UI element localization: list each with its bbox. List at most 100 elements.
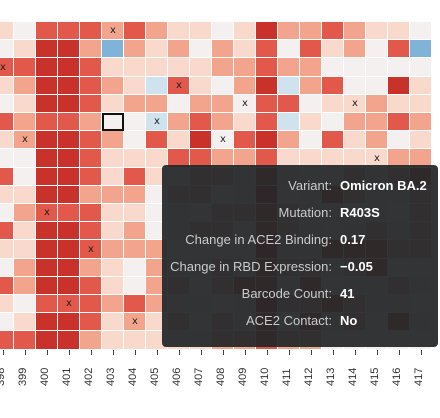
heatmap-cell[interactable] — [36, 313, 58, 332]
heatmap-cell[interactable] — [102, 295, 124, 314]
heatmap-cell[interactable] — [278, 113, 300, 132]
heatmap-cell[interactable] — [190, 40, 212, 59]
heatmap-cell[interactable] — [124, 313, 146, 332]
heatmap-cell[interactable] — [0, 295, 14, 314]
heatmap-cell[interactable] — [168, 113, 190, 132]
heatmap-cell[interactable] — [58, 240, 80, 259]
heatmap-cell[interactable] — [212, 76, 234, 95]
heatmap-cell[interactable] — [146, 131, 168, 150]
heatmap-cell[interactable] — [146, 76, 168, 95]
heatmap-cell[interactable] — [102, 313, 124, 332]
heatmap-cell[interactable] — [36, 167, 58, 186]
heatmap-cell[interactable] — [36, 40, 58, 59]
heatmap-cell[interactable] — [124, 40, 146, 59]
heatmap-cell[interactable] — [80, 131, 102, 150]
heatmap-cell[interactable] — [102, 222, 124, 241]
heatmap-cell[interactable] — [102, 276, 124, 295]
heatmap-cell[interactable] — [190, 58, 212, 77]
heatmap-cell[interactable] — [146, 94, 168, 113]
heatmap-cell[interactable] — [102, 204, 124, 223]
heatmap-cell[interactable] — [80, 22, 102, 41]
heatmap-cell[interactable] — [14, 40, 36, 59]
heatmap-cell[interactable] — [14, 58, 36, 77]
heatmap-cell[interactable] — [14, 258, 36, 277]
heatmap-cell[interactable] — [58, 258, 80, 277]
heatmap-cell[interactable] — [212, 131, 234, 150]
heatmap-cell[interactable] — [0, 167, 14, 186]
heatmap-cell[interactable] — [36, 331, 58, 350]
heatmap-cell[interactable] — [256, 94, 278, 113]
heatmap-cell[interactable] — [344, 113, 366, 132]
heatmap-cell[interactable] — [58, 131, 80, 150]
heatmap-cell[interactable] — [58, 331, 80, 350]
heatmap-cell[interactable] — [58, 76, 80, 95]
heatmap-cell[interactable] — [344, 58, 366, 77]
heatmap-cell[interactable] — [14, 131, 36, 150]
heatmap-cell[interactable] — [14, 295, 36, 314]
heatmap-cell[interactable] — [58, 276, 80, 295]
heatmap-cell[interactable] — [190, 94, 212, 113]
heatmap-cell[interactable] — [36, 222, 58, 241]
heatmap-cell[interactable] — [410, 58, 432, 77]
heatmap-cell[interactable] — [410, 76, 432, 95]
heatmap-cell[interactable] — [146, 40, 168, 59]
heatmap-cell[interactable] — [300, 131, 322, 150]
heatmap-cell[interactable] — [102, 94, 124, 113]
heatmap-cell[interactable] — [366, 22, 388, 41]
heatmap-cell[interactable] — [0, 131, 14, 150]
heatmap-cell[interactable] — [168, 94, 190, 113]
heatmap-cell[interactable] — [36, 22, 58, 41]
heatmap-cell[interactable] — [212, 113, 234, 132]
heatmap-cell[interactable] — [124, 76, 146, 95]
heatmap-cell[interactable] — [36, 240, 58, 259]
heatmap-cell[interactable] — [14, 76, 36, 95]
heatmap-cell[interactable] — [212, 58, 234, 77]
heatmap-cell[interactable] — [322, 76, 344, 95]
heatmap-cell[interactable] — [190, 131, 212, 150]
heatmap-cell[interactable] — [388, 94, 410, 113]
heatmap-cell[interactable] — [388, 113, 410, 132]
heatmap-cell[interactable] — [190, 76, 212, 95]
heatmap-cell[interactable] — [14, 240, 36, 259]
heatmap-cell[interactable] — [14, 22, 36, 41]
heatmap-cell[interactable] — [14, 167, 36, 186]
heatmap-cell[interactable] — [344, 22, 366, 41]
heatmap-cell[interactable] — [0, 149, 14, 168]
heatmap-cell[interactable] — [14, 94, 36, 113]
heatmap-cell[interactable] — [102, 76, 124, 95]
heatmap-cell[interactable] — [124, 240, 146, 259]
heatmap-cell[interactable] — [124, 22, 146, 41]
heatmap-cell[interactable] — [58, 313, 80, 332]
heatmap-cell[interactable] — [14, 149, 36, 168]
heatmap-cell[interactable] — [36, 185, 58, 204]
heatmap-cell[interactable] — [366, 58, 388, 77]
heatmap-cell[interactable] — [234, 76, 256, 95]
heatmap-cell[interactable] — [190, 22, 212, 41]
heatmap-cell[interactable] — [0, 258, 14, 277]
heatmap-cell[interactable] — [0, 94, 14, 113]
heatmap-cell[interactable] — [344, 76, 366, 95]
heatmap-cell[interactable] — [410, 22, 432, 41]
heatmap-cell[interactable] — [168, 40, 190, 59]
heatmap-cell[interactable] — [146, 113, 168, 132]
heatmap-cell[interactable] — [212, 22, 234, 41]
heatmap-cell[interactable] — [58, 149, 80, 168]
heatmap-cell[interactable] — [234, 113, 256, 132]
heatmap-cell[interactable] — [234, 58, 256, 77]
heatmap-cell[interactable] — [80, 204, 102, 223]
heatmap-cell[interactable] — [102, 331, 124, 350]
heatmap-cell[interactable] — [278, 58, 300, 77]
heatmap-cell[interactable] — [366, 40, 388, 59]
heatmap-cell[interactable] — [322, 40, 344, 59]
heatmap-cell[interactable] — [58, 222, 80, 241]
heatmap-cell[interactable] — [124, 149, 146, 168]
heatmap-cell[interactable] — [58, 40, 80, 59]
heatmap-cell[interactable] — [344, 131, 366, 150]
heatmap-cell[interactable] — [80, 276, 102, 295]
heatmap-cell[interactable] — [410, 40, 432, 59]
selected-heatmap-cell[interactable] — [102, 113, 124, 132]
heatmap-cell[interactable] — [102, 58, 124, 77]
heatmap-cell[interactable] — [124, 94, 146, 113]
heatmap-cell[interactable] — [344, 94, 366, 113]
heatmap-cell[interactable] — [102, 22, 124, 41]
